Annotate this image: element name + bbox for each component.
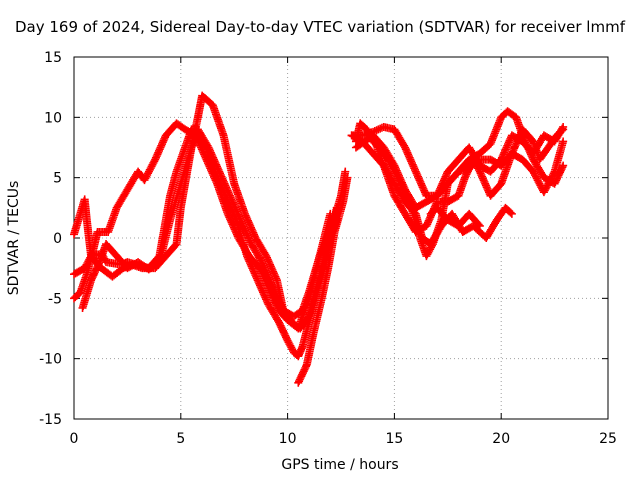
- data-point: [549, 169, 558, 178]
- x-tick-label: 15: [385, 431, 403, 447]
- y-axis-label: SDTVAR / TECUs: [6, 180, 22, 296]
- data-point: [559, 137, 568, 146]
- data-point: [559, 122, 568, 131]
- data-point: [374, 125, 383, 134]
- series-trace-4: [78, 131, 341, 361]
- data-point: [376, 124, 385, 133]
- x-tick-label: 0: [70, 431, 79, 447]
- data-point: [341, 167, 350, 176]
- data-point: [474, 220, 483, 229]
- series-trace-1: [70, 91, 350, 321]
- data-point: [558, 124, 567, 133]
- y-tick-label: 15: [44, 50, 62, 66]
- data-point: [475, 221, 484, 230]
- x-tick-label: 5: [176, 431, 185, 447]
- series-trace-11: [426, 203, 484, 230]
- x-tick-label: 25: [599, 431, 617, 447]
- x-tick-label: 20: [492, 431, 510, 447]
- data-point: [343, 173, 352, 182]
- y-tick-label: 10: [44, 110, 62, 126]
- y-tick-label: 5: [53, 171, 62, 187]
- y-tick-label: -15: [39, 412, 62, 428]
- data-point: [559, 161, 568, 170]
- data-point: [506, 208, 515, 217]
- series-trace-3: [70, 119, 335, 333]
- x-axis-label: GPS time / hours: [281, 457, 399, 473]
- chart-title: Day 169 of 2024, Sidereal Day-to-day VTE…: [15, 18, 625, 36]
- data-point: [372, 126, 381, 135]
- data-point: [507, 209, 516, 218]
- series-trace-5: [294, 173, 352, 387]
- x-tick-label: 10: [279, 431, 297, 447]
- y-tick-label: 0: [53, 231, 62, 247]
- y-tick-label: -10: [39, 352, 62, 368]
- y-tick-label: -5: [48, 291, 62, 307]
